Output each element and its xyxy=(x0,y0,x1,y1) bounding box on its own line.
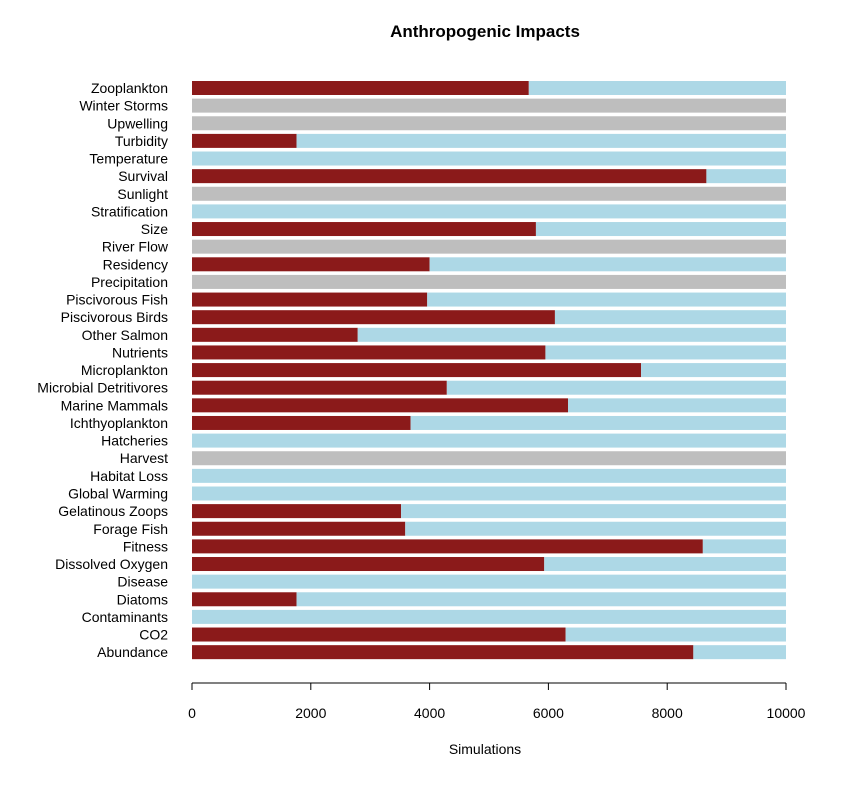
bar-segment xyxy=(535,222,786,237)
x-tick-label: 8000 xyxy=(652,705,683,721)
category-label: Gelatinous Zoops xyxy=(58,503,168,519)
category-label: CO2 xyxy=(139,627,168,643)
bar-segment xyxy=(192,592,297,607)
category-label: Other Salmon xyxy=(82,327,168,343)
category-label: Temperature xyxy=(89,151,168,167)
category-label: Dissolved Oxygen xyxy=(55,556,168,572)
x-tick-label: 10000 xyxy=(767,705,806,721)
bar-segment xyxy=(693,645,786,660)
category-label: River Flow xyxy=(102,239,169,255)
category-label: Zooplankton xyxy=(91,80,168,96)
category-label: Survival xyxy=(118,168,168,184)
category-label: Precipitation xyxy=(91,274,168,290)
bar-segment xyxy=(192,169,707,184)
bar-segment xyxy=(357,327,786,342)
category-label: Hatcheries xyxy=(101,433,168,449)
category-label: Sunlight xyxy=(117,186,168,202)
bar-segment xyxy=(568,398,786,413)
bar-segment xyxy=(192,363,642,378)
bar-segment xyxy=(641,363,786,378)
bar-segment xyxy=(192,239,786,254)
category-label: Turbidity xyxy=(115,133,168,149)
x-tick-label: 2000 xyxy=(295,705,326,721)
x-axis: 0 2000 4000 6000 8000 10000 xyxy=(188,682,806,721)
bar-segment xyxy=(192,451,786,466)
category-label: Fitness xyxy=(123,538,168,554)
category-label: Piscivorous Birds xyxy=(61,309,168,325)
bar-segment xyxy=(192,380,447,395)
category-label: Marine Mammals xyxy=(61,397,168,413)
bar-segment xyxy=(296,133,786,148)
bar-segment xyxy=(192,645,694,660)
bar-segment xyxy=(192,186,786,201)
bar-segment xyxy=(192,609,786,624)
bar-segment xyxy=(296,592,786,607)
bar-segment xyxy=(192,345,546,360)
x-tick-label: 0 xyxy=(188,705,196,721)
x-tick-label: 4000 xyxy=(414,705,445,721)
bar-segment xyxy=(192,627,566,642)
bar-segment xyxy=(192,81,529,95)
category-label: Residency xyxy=(103,256,168,272)
category-label: Microbial Detritivores xyxy=(37,380,168,396)
bar-segment xyxy=(192,398,568,413)
bar-segment xyxy=(192,292,428,307)
category-label: Ichthyoplankton xyxy=(70,415,168,431)
bar-segment xyxy=(192,486,786,501)
chart-title: Anthropogenic Impacts xyxy=(390,22,580,41)
bar-segment xyxy=(192,557,545,572)
bar-segment xyxy=(192,116,786,131)
bar-segment xyxy=(401,504,786,519)
category-label: Nutrients xyxy=(112,344,168,360)
category-label: Winter Storms xyxy=(79,98,168,114)
bar-segment xyxy=(429,257,786,272)
bar-segment xyxy=(405,521,786,536)
category-label: Forage Fish xyxy=(93,521,168,537)
bar-segment xyxy=(545,345,786,360)
bar-segment xyxy=(192,539,703,554)
bar-segment xyxy=(192,504,402,519)
bar-segment xyxy=(554,310,786,325)
bar-segment xyxy=(446,380,786,395)
category-label: Microplankton xyxy=(81,362,168,378)
bar-segment xyxy=(565,627,786,642)
category-label: Diatoms xyxy=(117,591,168,607)
bar-segment xyxy=(544,557,786,572)
x-axis-label: Simulations xyxy=(449,741,521,757)
bars-group xyxy=(192,81,786,660)
bar-segment xyxy=(192,415,411,430)
category-label: Disease xyxy=(117,574,168,590)
bar-segment xyxy=(192,521,406,536)
bar-segment xyxy=(410,415,786,430)
bar-segment xyxy=(192,468,786,483)
category-label: Harvest xyxy=(120,450,168,466)
bar-segment xyxy=(192,204,786,219)
bar-segment xyxy=(192,98,786,113)
bar-segment xyxy=(192,222,536,237)
category-label: Upwelling xyxy=(107,115,168,131)
bar-segment xyxy=(192,433,786,448)
category-label: Stratification xyxy=(91,203,168,219)
category-label: Habitat Loss xyxy=(90,468,168,484)
bar-segment xyxy=(192,133,297,148)
bar-segment xyxy=(706,169,786,184)
x-tick-label: 6000 xyxy=(533,705,564,721)
bar-segment xyxy=(192,274,786,289)
bar-segment xyxy=(528,81,786,95)
bar-segment xyxy=(192,574,786,589)
bar-segment xyxy=(192,257,430,272)
category-label: Abundance xyxy=(97,644,168,660)
bar-segment xyxy=(192,327,358,342)
bar-segment xyxy=(192,310,555,325)
bar-segment xyxy=(192,151,786,166)
bar-segment xyxy=(427,292,786,307)
category-label: Contaminants xyxy=(82,609,168,625)
category-label: Global Warming xyxy=(68,485,168,501)
category-label: Size xyxy=(141,221,168,237)
bar-segment xyxy=(702,539,786,554)
category-label: Piscivorous Fish xyxy=(66,292,168,308)
